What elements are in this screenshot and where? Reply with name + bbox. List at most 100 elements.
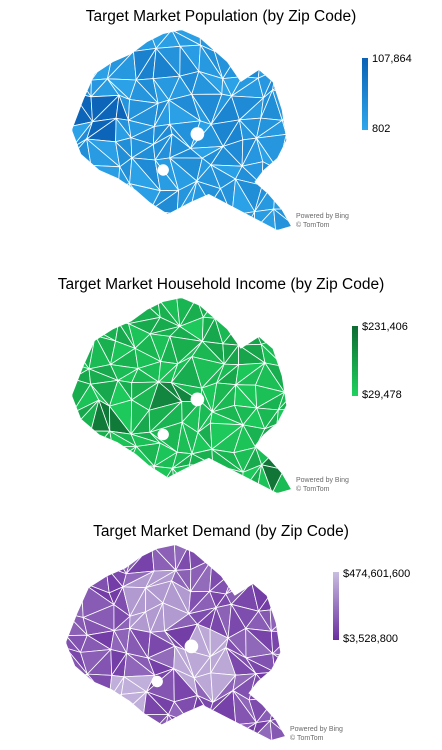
zip-region[interactable]	[105, 545, 128, 575]
zip-region[interactable]	[271, 468, 300, 493]
zip-region[interactable]	[94, 30, 121, 61]
zip-region[interactable]	[275, 691, 294, 716]
zip-region[interactable]	[241, 298, 259, 323]
zip-region[interactable]	[274, 667, 294, 700]
zip-region[interactable]	[275, 572, 294, 584]
zip-region[interactable]	[66, 673, 88, 693]
zip-region[interactable]	[72, 321, 96, 337]
zip-region[interactable]	[72, 298, 88, 327]
demand-choropleth-map[interactable]	[0, 515, 442, 750]
zip-region[interactable]	[285, 118, 300, 147]
zip-region[interactable]	[261, 168, 279, 186]
zip-region[interactable]	[273, 338, 300, 362]
zip-region[interactable]	[72, 320, 97, 346]
zip-region[interactable]	[116, 185, 132, 216]
zip-region[interactable]	[66, 570, 84, 584]
zip-region[interactable]	[271, 69, 301, 91]
zip-region[interactable]	[251, 562, 278, 584]
zip-region[interactable]	[282, 442, 300, 471]
zip-region[interactable]	[82, 718, 105, 740]
zip-region[interactable]	[276, 44, 300, 76]
zip-region[interactable]	[275, 30, 300, 46]
zip-region[interactable]	[214, 298, 244, 321]
zip-region[interactable]	[251, 316, 285, 341]
zip-region[interactable]	[273, 178, 300, 210]
zip-region[interactable]	[72, 179, 92, 212]
zip-region[interactable]	[167, 713, 191, 740]
zip-region[interactable]	[108, 698, 123, 721]
zip-region[interactable]	[237, 321, 262, 346]
zip-region[interactable]	[171, 464, 195, 493]
zip-region[interactable]	[238, 319, 253, 346]
zip-region[interactable]	[211, 545, 236, 572]
zip-region[interactable]	[276, 30, 300, 59]
zip-region[interactable]	[283, 365, 300, 393]
zip-region[interactable]	[191, 202, 212, 230]
zip-region[interactable]	[86, 185, 119, 209]
zip-region[interactable]	[157, 213, 178, 230]
zip-region[interactable]	[72, 30, 99, 60]
zip-region[interactable]	[125, 545, 155, 575]
zip-region[interactable]	[285, 134, 300, 162]
zip-region[interactable]	[272, 652, 294, 673]
zip-region[interactable]	[191, 202, 212, 230]
zip-region[interactable]	[275, 545, 294, 574]
zip-region[interactable]	[66, 690, 88, 724]
zip-region[interactable]	[269, 582, 294, 611]
zip-region[interactable]	[106, 445, 138, 468]
zip-region[interactable]	[257, 55, 277, 79]
zip-region[interactable]	[277, 572, 294, 586]
zip-region[interactable]	[72, 449, 95, 476]
zip-region[interactable]	[276, 423, 300, 452]
zip-region[interactable]	[72, 154, 92, 189]
zip-region[interactable]	[97, 30, 120, 60]
zip-region[interactable]	[271, 73, 301, 95]
zip-region[interactable]	[128, 713, 145, 740]
zip-region[interactable]	[117, 183, 131, 215]
zip-region[interactable]	[72, 343, 91, 370]
zip-region[interactable]	[72, 428, 95, 452]
zip-region[interactable]	[239, 298, 259, 321]
zip-region[interactable]	[153, 465, 174, 493]
zip-region[interactable]	[81, 690, 114, 721]
zip-region[interactable]	[72, 30, 99, 61]
zip-region[interactable]	[277, 582, 294, 613]
zip-region[interactable]	[121, 713, 145, 740]
zip-region[interactable]	[193, 464, 214, 493]
population-choropleth-map[interactable]	[0, 0, 442, 245]
zip-region[interactable]	[250, 298, 285, 323]
zip-region[interactable]	[72, 180, 91, 212]
zip-region[interactable]	[72, 53, 100, 69]
zip-region[interactable]	[140, 209, 159, 230]
zip-region[interactable]	[129, 209, 151, 230]
zip-region[interactable]	[212, 30, 237, 53]
zip-region[interactable]	[273, 298, 300, 318]
zip-region[interactable]	[88, 467, 108, 493]
zip-region[interactable]	[72, 207, 99, 230]
zip-region[interactable]	[81, 718, 113, 740]
zip-region[interactable]	[90, 430, 111, 452]
zip-region[interactable]	[251, 572, 279, 584]
zip-region[interactable]	[283, 359, 300, 388]
zip-region[interactable]	[90, 466, 115, 493]
zip-region[interactable]	[261, 161, 279, 187]
zip-region[interactable]	[210, 723, 237, 740]
zip-region[interactable]	[251, 298, 275, 323]
zip-region[interactable]	[273, 316, 300, 341]
zip-region[interactable]	[237, 30, 264, 57]
zip-region[interactable]	[87, 205, 119, 230]
zip-region[interactable]	[103, 713, 123, 740]
zip-region[interactable]	[276, 423, 300, 453]
zip-region[interactable]	[103, 713, 130, 740]
zip-region[interactable]	[66, 718, 84, 740]
zip-region[interactable]	[254, 545, 280, 565]
zip-region[interactable]	[213, 30, 239, 55]
zip-region[interactable]	[272, 298, 300, 318]
zip-region[interactable]	[108, 693, 123, 716]
zip-region[interactable]	[85, 298, 120, 326]
zip-region[interactable]	[255, 671, 277, 699]
zip-region[interactable]	[66, 718, 94, 740]
zip-region[interactable]	[276, 407, 300, 425]
zip-region[interactable]	[189, 712, 213, 741]
zip-region[interactable]	[241, 54, 262, 79]
